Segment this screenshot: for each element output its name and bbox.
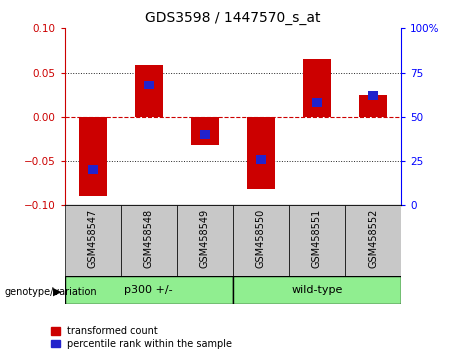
Text: GSM458550: GSM458550 — [256, 209, 266, 268]
Title: GDS3598 / 1447570_s_at: GDS3598 / 1447570_s_at — [145, 11, 320, 24]
Bar — [200, 130, 210, 139]
Text: ▶: ▶ — [53, 287, 61, 297]
Legend: transformed count, percentile rank within the sample: transformed count, percentile rank withi… — [51, 326, 232, 349]
Bar — [88, 166, 98, 175]
Text: GSM458551: GSM458551 — [312, 209, 322, 268]
Text: genotype/variation: genotype/variation — [5, 287, 97, 297]
Bar — [177, 205, 233, 276]
Text: GSM458547: GSM458547 — [88, 209, 98, 268]
Bar — [359, 95, 387, 117]
Text: p300 +/-: p300 +/- — [124, 285, 173, 295]
Bar — [289, 205, 345, 276]
Bar — [247, 117, 275, 189]
Bar — [303, 59, 331, 117]
Bar — [144, 81, 154, 90]
Bar — [256, 155, 266, 164]
Bar — [233, 276, 401, 304]
Text: GSM458549: GSM458549 — [200, 209, 210, 268]
Bar — [233, 205, 289, 276]
Bar — [312, 98, 322, 107]
Bar — [121, 205, 177, 276]
Bar — [65, 205, 121, 276]
Text: GSM458552: GSM458552 — [368, 209, 378, 268]
Text: wild-type: wild-type — [291, 285, 343, 295]
Bar — [368, 91, 378, 100]
Bar — [78, 117, 106, 196]
Bar — [191, 117, 219, 145]
Bar — [65, 276, 233, 304]
Bar — [135, 65, 163, 117]
Text: GSM458548: GSM458548 — [144, 209, 154, 268]
Bar — [345, 205, 401, 276]
